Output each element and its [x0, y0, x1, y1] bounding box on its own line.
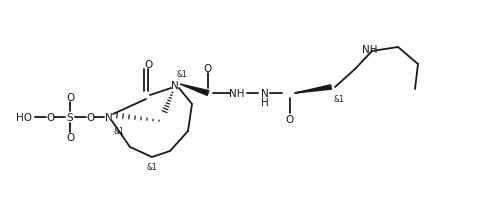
Text: O: O: [204, 64, 212, 74]
Text: NH: NH: [362, 45, 378, 55]
Text: O: O: [46, 113, 54, 122]
Text: N: N: [105, 113, 113, 122]
Text: S: S: [67, 113, 73, 122]
Text: NH: NH: [229, 88, 245, 99]
Text: &1: &1: [147, 163, 158, 172]
Text: O: O: [66, 93, 74, 102]
Polygon shape: [180, 85, 209, 96]
Text: O: O: [286, 115, 294, 124]
Text: N: N: [171, 81, 179, 90]
Text: O: O: [86, 113, 94, 122]
Text: &1: &1: [114, 127, 124, 136]
Text: &1: &1: [334, 95, 344, 104]
Polygon shape: [295, 85, 331, 94]
Text: O: O: [144, 60, 152, 70]
Text: &1: &1: [176, 69, 187, 78]
Text: H: H: [261, 98, 269, 107]
Text: HO: HO: [16, 113, 32, 122]
Text: O: O: [66, 132, 74, 142]
Text: N: N: [261, 88, 269, 99]
